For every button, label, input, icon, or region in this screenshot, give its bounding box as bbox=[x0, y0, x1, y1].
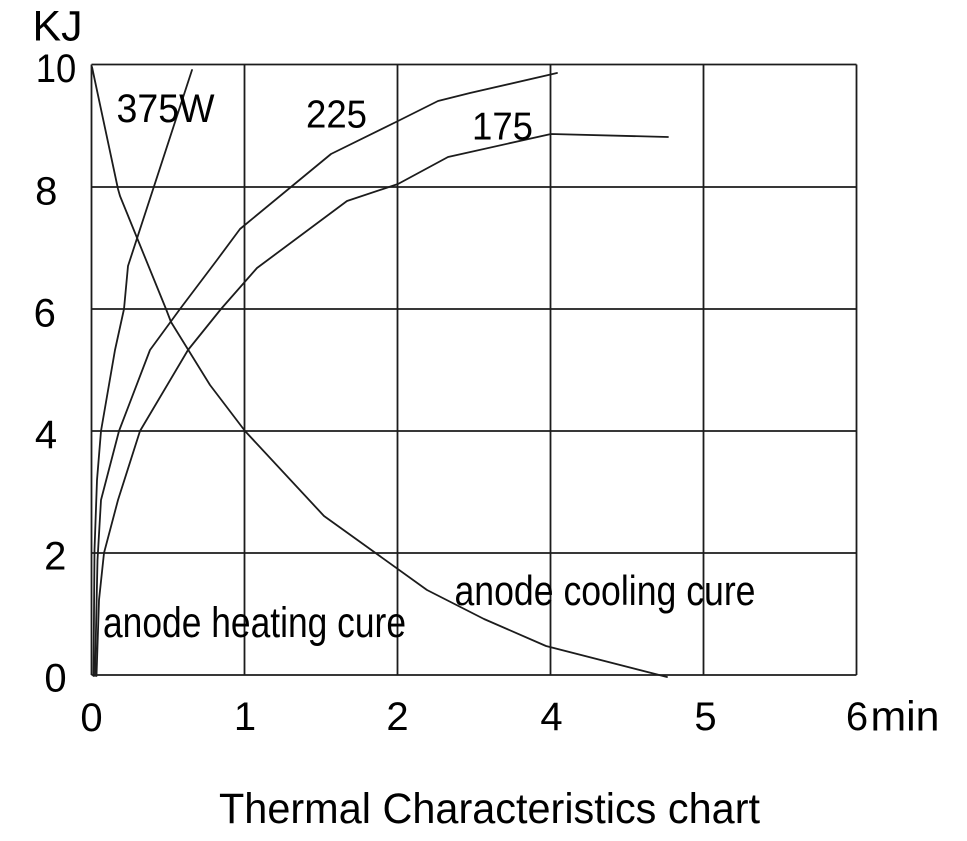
svg-text:8: 8 bbox=[35, 170, 57, 214]
svg-text:0: 0 bbox=[44, 657, 66, 701]
svg-text:2: 2 bbox=[386, 695, 408, 739]
svg-text:KJ: KJ bbox=[33, 3, 83, 51]
svg-text:min: min bbox=[871, 693, 940, 740]
svg-text:375W: 375W bbox=[117, 87, 215, 131]
svg-text:225: 225 bbox=[306, 94, 367, 137]
svg-text:anode cooling cure: anode cooling cure bbox=[455, 567, 756, 614]
svg-text:0: 0 bbox=[80, 696, 102, 740]
svg-text:10: 10 bbox=[36, 47, 77, 91]
svg-text:175: 175 bbox=[472, 106, 533, 149]
svg-text:Thermal Characteristics chart: Thermal Characteristics chart bbox=[219, 786, 760, 833]
svg-text:4: 4 bbox=[540, 695, 562, 739]
svg-text:6: 6 bbox=[846, 695, 868, 739]
svg-text:1: 1 bbox=[234, 695, 256, 739]
svg-text:5: 5 bbox=[694, 695, 716, 739]
svg-text:4: 4 bbox=[35, 413, 57, 457]
svg-text:2: 2 bbox=[44, 535, 66, 579]
svg-text:anode heating cure: anode heating cure bbox=[103, 599, 406, 647]
svg-text:6: 6 bbox=[34, 292, 56, 336]
